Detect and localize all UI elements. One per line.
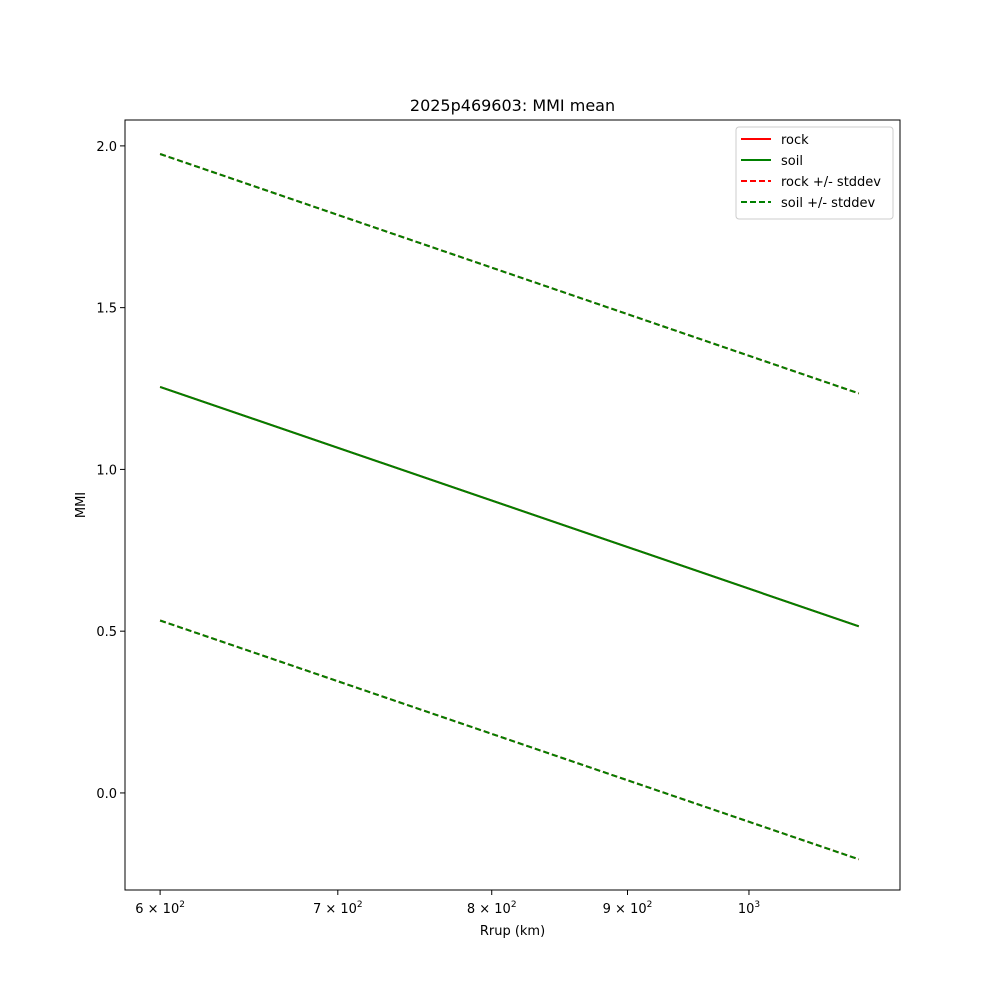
legend-label-rock-stddev: rock +/- stddev bbox=[781, 175, 881, 190]
x-tick-label: 8 × 102 bbox=[467, 900, 517, 917]
x-tick-label: 9 × 102 bbox=[603, 900, 653, 917]
legend: rock soil rock +/- stddev soil +/- stddev bbox=[735, 126, 894, 220]
x-axis-label: Rrup (km) bbox=[480, 924, 545, 939]
x-tick-label: 6 × 102 bbox=[135, 900, 185, 917]
plot-frame bbox=[124, 119, 901, 891]
y-tick-label: 1.0 bbox=[96, 463, 117, 478]
y-tick-label: 0.0 bbox=[96, 787, 117, 802]
y-tick-label: 0.5 bbox=[96, 625, 117, 640]
x-axis-ticks: 6 × 102 7 × 102 8 × 102 9 × 102 103 bbox=[135, 890, 760, 917]
legend-label-soil: soil bbox=[781, 154, 803, 169]
legend-box bbox=[735, 126, 894, 220]
y-axis-ticks: 0.0 0.5 1.0 1.5 2.0 bbox=[96, 140, 125, 802]
series-line-soil-stddev-4 bbox=[159, 153, 860, 395]
series-layer bbox=[159, 153, 860, 861]
y-axis-label: MMI bbox=[74, 492, 89, 518]
y-tick-label: 2.0 bbox=[96, 140, 117, 155]
x-tick-label: 103 bbox=[738, 900, 760, 917]
chart-title: 2025p469603: MMI mean bbox=[410, 96, 615, 115]
series-line-soil-1 bbox=[159, 385, 860, 628]
legend-label-rock: rock bbox=[781, 133, 809, 148]
x-tick-label: 7 × 102 bbox=[313, 900, 363, 917]
legend-label-soil-stddev: soil +/- stddev bbox=[781, 196, 876, 211]
y-tick-label: 1.5 bbox=[96, 302, 117, 317]
series-line-soil-stddev-5 bbox=[159, 619, 860, 861]
